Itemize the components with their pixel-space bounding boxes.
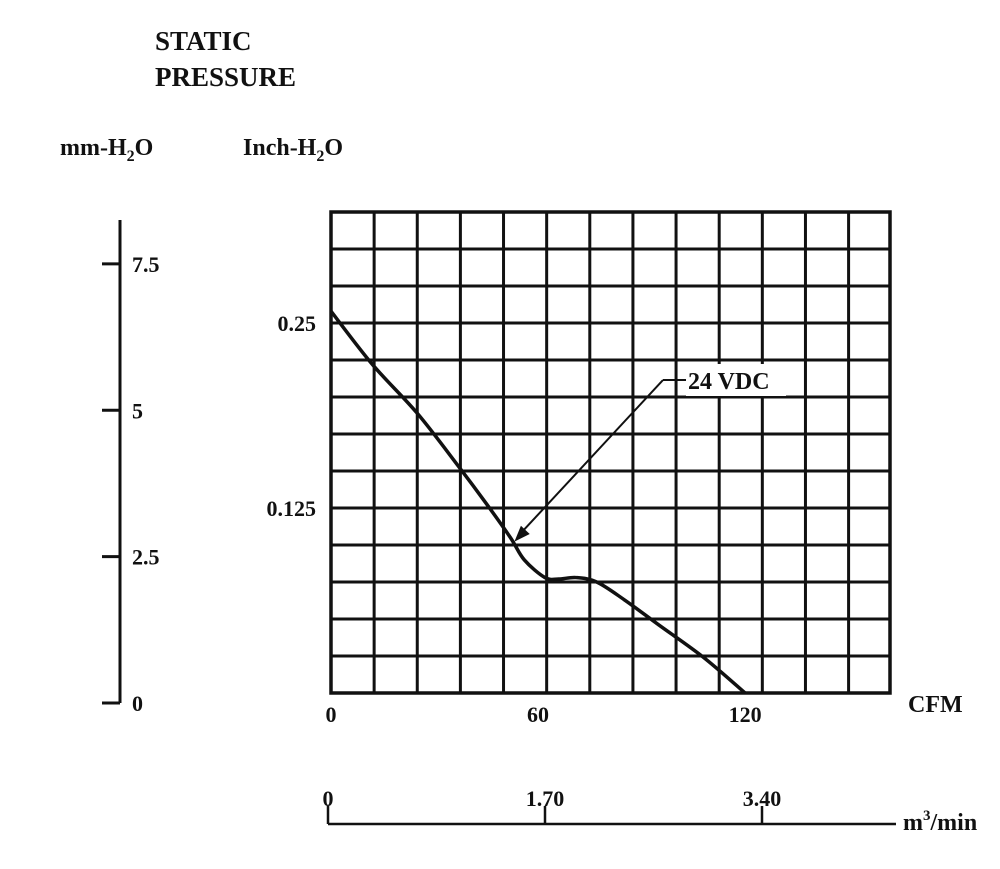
mm-axis: 0 2.5 5 7.5 <box>102 220 160 716</box>
m3-tick-label: 3.40 <box>743 786 782 811</box>
chart-title-line-1: STATIC <box>155 26 252 56</box>
inch-axis-label: Inch-H2O <box>243 135 343 165</box>
m3-tick-label: 1.70 <box>526 786 565 811</box>
m3-axis-label: m3/min <box>903 808 977 836</box>
mm-tick-label: 5 <box>132 398 143 423</box>
annotation-label-bg <box>686 364 786 396</box>
chart-grid <box>329 210 892 695</box>
x-tick-label: 120 <box>729 702 762 727</box>
inch-axis-ticks: 0.125 0.25 <box>267 311 317 521</box>
mm-tick-label: 7.5 <box>132 252 160 277</box>
x-axis-label: CFM <box>908 692 963 718</box>
mm-tick-label: 0 <box>132 691 143 716</box>
inch-tick-label: 0.25 <box>278 311 317 336</box>
annotation-arrowhead <box>514 525 530 542</box>
chart-title-line-2: PRESSURE <box>155 62 296 92</box>
x-tick-label: 0 <box>326 702 337 727</box>
plot-border <box>329 210 892 695</box>
inch-tick-label: 0.125 <box>267 496 317 521</box>
m3-tick-label: 0 <box>323 786 334 811</box>
x-tick-label: 60 <box>527 702 549 727</box>
x-axis-ticks: 0 60 120 <box>326 702 762 727</box>
series-layer <box>329 310 747 695</box>
series-line-24vdc <box>329 310 747 695</box>
annotation-arrow-line <box>519 379 664 535</box>
annotation-layer: 24 VDC <box>514 364 786 542</box>
mm-tick-label: 2.5 <box>132 545 160 570</box>
m3-axis: 0 1.70 3.40 <box>323 786 896 826</box>
mm-axis-label: mm-H2O <box>60 135 153 165</box>
annotation-label: 24 VDC <box>688 369 770 395</box>
